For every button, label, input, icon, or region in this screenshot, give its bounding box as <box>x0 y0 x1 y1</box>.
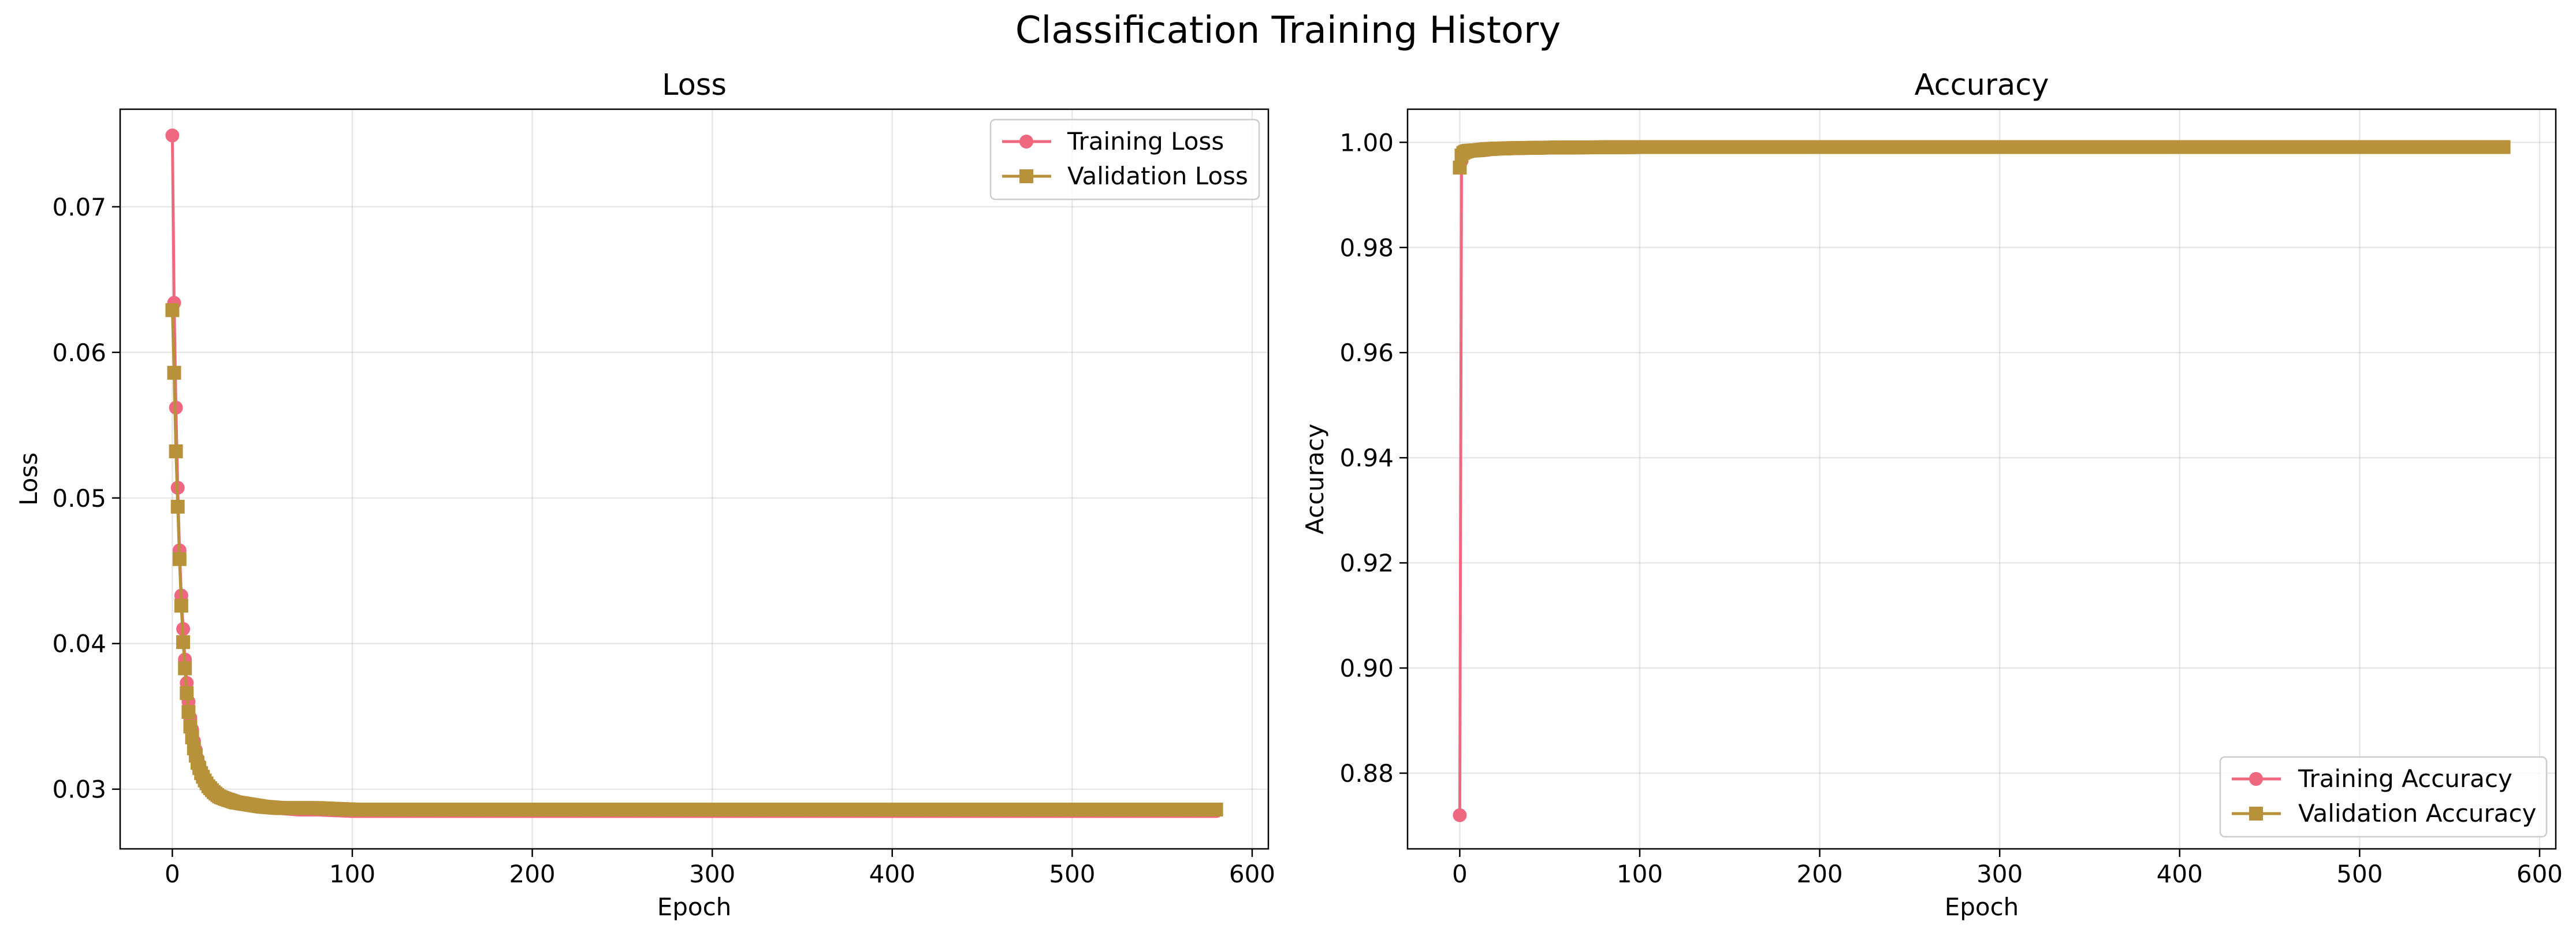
accuracy-y-tick-label: 1.00 <box>1339 128 1394 157</box>
loss-x-tick-label: 200 <box>509 860 555 888</box>
validation-loss-point <box>174 599 188 613</box>
loss-chart-title: Loss <box>662 68 727 102</box>
loss-x-tick-label: 300 <box>689 860 735 888</box>
validation-accuracy-point <box>1453 161 1467 175</box>
loss-chart: Loss 0 100 200 300 400 500 600 0.030.040.050.0… <box>14 68 1275 921</box>
loss-legend: Training Loss Validation Loss <box>989 118 1260 201</box>
accuracy-y-tick-label: 0.88 <box>1339 759 1394 788</box>
accuracy-series <box>1453 140 2511 822</box>
accuracy-x-tick-label: 200 <box>1796 860 1842 888</box>
accuracy-y-tick-label: 0.96 <box>1339 339 1394 367</box>
accuracy-grid <box>1408 109 2556 849</box>
training-accuracy-point <box>1453 808 1467 822</box>
loss-y-tick-label: 0.05 <box>52 484 106 513</box>
accuracy-x-tick-label: 500 <box>2336 860 2383 888</box>
loss-y-tick-label: 0.04 <box>52 630 106 658</box>
accuracy-y-tick-label: 0.92 <box>1339 549 1394 577</box>
loss-x-tick-label: 0 <box>165 860 180 888</box>
accuracy-x-tick-label: 400 <box>2157 860 2203 888</box>
accuracy-x-tick-label: 600 <box>2517 860 2563 888</box>
validation-loss-point <box>181 705 196 719</box>
training-loss-line <box>170 135 1216 812</box>
accuracy-x-tick-label: 0 <box>1452 860 1468 888</box>
accuracy-plot-frame <box>1406 108 2557 850</box>
accuracy-x-axis: 0 100 200 300 400 500 600 <box>1452 849 2563 888</box>
accuracy-y-axis-label: Accuracy <box>1301 424 1329 535</box>
accuracy-y-tick-label: 0.90 <box>1339 654 1394 682</box>
validation-loss-point <box>1209 803 1223 816</box>
accuracy-chart: Accuracy 0 100 200 300 400 500 600 0.88 0.90 0.9… <box>1301 68 2563 921</box>
validation-loss-point <box>169 444 183 459</box>
loss-grid <box>120 109 1268 849</box>
loss-legend-box <box>989 118 1260 201</box>
training-loss-point <box>165 128 180 143</box>
validation-loss-point <box>176 635 191 649</box>
loss-y-axis-label: Loss <box>14 452 43 506</box>
loss-x-tick-label: 500 <box>1049 860 1095 888</box>
accuracy-y-tick-label: 0.94 <box>1339 444 1394 472</box>
training-accuracy-markers <box>1453 140 2511 822</box>
training-loss-markers <box>165 128 1223 818</box>
loss-series <box>165 128 1223 818</box>
validation-loss-line <box>170 310 1216 811</box>
accuracy-y-axis: 0.88 0.90 0.92 0.94 0.96 0.98 1.00 <box>1339 128 1408 788</box>
accuracy-legend-validation-label: Validation Accuracy <box>2298 799 2537 827</box>
loss-y-tick-label: 0.06 <box>52 339 106 367</box>
loss-y-axis: 0.03 0.04 0.05 0.06 0.07 <box>52 193 120 804</box>
loss-legend-validation-label: Validation Loss <box>1067 162 1248 190</box>
accuracy-legend-validation-marker <box>2249 807 2263 821</box>
validation-loss-markers <box>165 303 1223 816</box>
accuracy-legend: Training Accuracy Validation Accuracy <box>2219 756 2548 838</box>
validation-loss-point <box>170 499 185 514</box>
accuracy-chart-title: Accuracy <box>1915 68 2049 102</box>
loss-legend-validation-marker <box>1019 169 1033 183</box>
accuracy-x-tick-label: 100 <box>1617 860 1663 888</box>
validation-loss-point <box>172 552 187 566</box>
loss-x-tick-label: 100 <box>329 860 375 888</box>
accuracy-y-tick-label: 0.98 <box>1339 233 1394 262</box>
loss-plot-frame <box>119 108 1270 850</box>
accuracy-legend-training-marker <box>2249 772 2263 786</box>
loss-legend-training-marker <box>1019 135 1033 149</box>
validation-loss-point <box>165 303 180 317</box>
accuracy-x-tick-label: 300 <box>1976 860 2023 888</box>
loss-y-tick-label: 0.03 <box>52 775 106 804</box>
accuracy-legend-box <box>2219 756 2548 838</box>
loss-legend-training-label: Training Loss <box>1067 127 1224 155</box>
validation-loss-point <box>167 366 181 380</box>
accuracy-legend-training-label: Training Accuracy <box>2298 764 2512 793</box>
validation-loss-point <box>178 661 192 676</box>
figure-title: Classification Training History <box>1015 9 1561 52</box>
loss-x-tick-label: 400 <box>869 860 915 888</box>
validation-loss-point <box>180 686 194 700</box>
loss-x-tick-label: 600 <box>1229 860 1275 888</box>
loss-x-axis-label: Epoch <box>657 893 732 921</box>
validation-accuracy-markers <box>1453 140 2511 175</box>
accuracy-x-axis-label: Epoch <box>1945 893 2019 921</box>
loss-y-tick-label: 0.07 <box>52 193 106 221</box>
validation-accuracy-point <box>2496 140 2511 154</box>
loss-x-axis: 0 100 200 300 400 500 600 <box>165 849 1275 888</box>
